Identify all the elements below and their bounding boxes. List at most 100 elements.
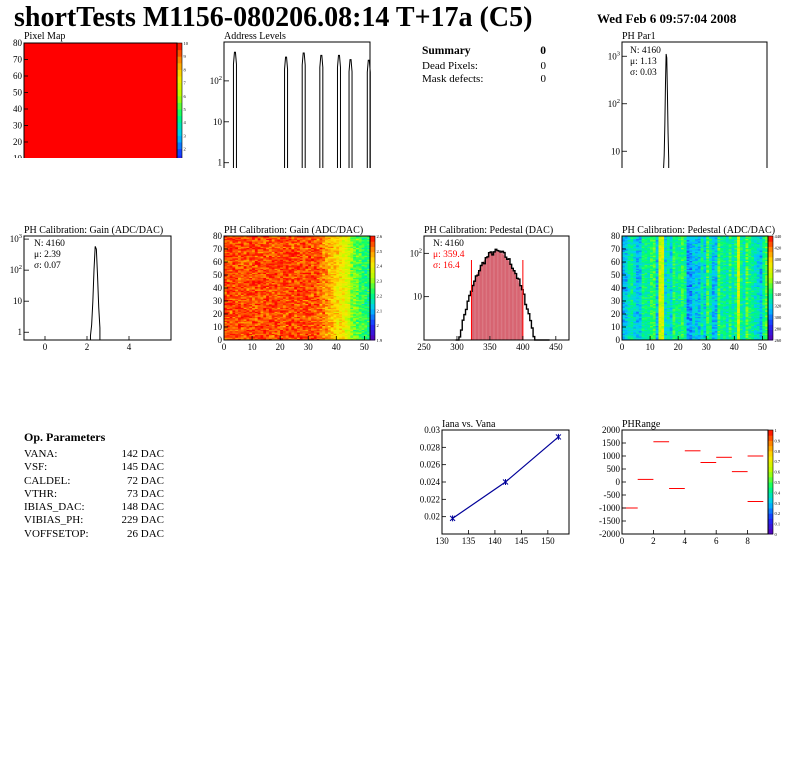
address-level-peak bbox=[232, 51, 237, 168]
gain-map-cell bbox=[285, 278, 289, 281]
gain-map-cell bbox=[291, 294, 295, 297]
gain-map-cell bbox=[271, 317, 275, 320]
gain-map-cell bbox=[327, 260, 331, 263]
pedestal-map-cell bbox=[630, 299, 634, 302]
gain-map-cell bbox=[288, 328, 292, 330]
pedestal-map-cell bbox=[636, 303, 640, 306]
gain-map-cell bbox=[319, 306, 323, 308]
gain-map-cell bbox=[263, 243, 267, 246]
gain-map-cell bbox=[330, 260, 334, 263]
gain-map-cell bbox=[291, 260, 295, 263]
gain-map-cell bbox=[243, 325, 247, 328]
gain-map-cell bbox=[266, 316, 270, 319]
gain-map-cell bbox=[353, 256, 357, 259]
gain-map-colorbar-label: 2.4 bbox=[377, 264, 383, 269]
pedestal-map-cell bbox=[627, 271, 631, 273]
pedestal-map-cell bbox=[633, 281, 637, 284]
gain-map-cell bbox=[358, 265, 362, 268]
gain-map-cell bbox=[235, 304, 239, 307]
gain-map-cell bbox=[271, 249, 275, 251]
gain-map-cell bbox=[325, 327, 329, 329]
gain-map-cell bbox=[344, 278, 348, 281]
gain-map-cell bbox=[330, 236, 334, 238]
gain-hist-y-tick-label: 1 bbox=[18, 327, 23, 337]
pedestal-map-cell bbox=[636, 295, 640, 298]
gain-map-cell bbox=[252, 329, 256, 332]
gain-map-cell bbox=[268, 269, 273, 272]
gain-map-cell bbox=[347, 269, 351, 272]
gain-map-cell bbox=[308, 327, 312, 329]
gain-map-cell bbox=[266, 285, 270, 287]
gain-map-cell bbox=[299, 329, 303, 332]
gain-map-cell bbox=[361, 312, 365, 315]
pedestal-map-cell bbox=[636, 321, 640, 324]
gain-map-cell bbox=[313, 301, 317, 303]
gain-map-cell bbox=[249, 319, 253, 321]
pedestal-map-cell bbox=[627, 281, 631, 284]
gain-map-cell bbox=[313, 251, 317, 254]
pedestal-map-cell bbox=[622, 251, 626, 254]
gain-map-cell bbox=[299, 336, 303, 338]
gain-map-colorbar: 1.922.12.22.32.42.52.6 bbox=[369, 234, 383, 343]
stat-sigma: σ: 0.03 bbox=[630, 68, 657, 78]
gain-map-cell bbox=[316, 328, 320, 330]
gain-map-cell bbox=[274, 333, 278, 336]
gain-map-cell bbox=[313, 295, 317, 298]
gain-map-cell bbox=[226, 269, 230, 272]
gain-map-cell bbox=[333, 280, 337, 282]
gain-map-cell bbox=[229, 250, 233, 252]
gain-map-cell bbox=[235, 334, 239, 337]
gain-map-cell bbox=[336, 250, 340, 252]
gain-map-cell bbox=[271, 319, 275, 321]
gain-map-cell bbox=[305, 239, 309, 242]
gain-map-cell bbox=[243, 304, 247, 307]
gain-map-cell bbox=[305, 238, 309, 241]
gain-map-cell bbox=[249, 298, 253, 300]
gain-map-cell bbox=[246, 263, 250, 265]
gain-map-cell bbox=[260, 249, 264, 251]
gain-map-cell bbox=[246, 307, 250, 310]
pedestal-map-cell bbox=[630, 301, 634, 303]
pedestal-map-cell bbox=[622, 336, 626, 338]
gain-map-cell bbox=[252, 323, 256, 325]
gain-map-cell bbox=[358, 312, 362, 315]
pedestal-map-cell bbox=[624, 314, 628, 316]
gain-hist-stats: N: 4160 μ: 2.39 σ: 0.07 bbox=[34, 239, 65, 271]
gain-map-cell bbox=[364, 314, 368, 316]
pixel-map-y-tick-label: 10 bbox=[13, 154, 23, 159]
gain-map-cell bbox=[240, 271, 244, 273]
gain-map-cell bbox=[226, 247, 230, 250]
gain-map-cell bbox=[353, 276, 357, 278]
gain-map-cell bbox=[282, 284, 287, 286]
gain-map-cell bbox=[336, 256, 340, 259]
gain-map-cell bbox=[266, 297, 270, 299]
pedestal-map-cell bbox=[622, 286, 626, 289]
gain-map-cell bbox=[249, 303, 253, 306]
gain-map-cell bbox=[243, 284, 247, 286]
gain-map-cell bbox=[316, 311, 320, 313]
gain-map-cell bbox=[358, 259, 362, 261]
gain-map-cell bbox=[347, 276, 351, 278]
gain-map-cell bbox=[325, 241, 329, 243]
pedestal-map-cell bbox=[624, 268, 628, 271]
gain-map-cell bbox=[240, 276, 244, 278]
pedestal-map-cell bbox=[630, 293, 634, 295]
pedestal-map-cell bbox=[630, 289, 634, 291]
gain-map-cell bbox=[311, 273, 315, 276]
gain-map-cell bbox=[294, 251, 298, 254]
gain-map-cell bbox=[333, 271, 337, 273]
gain-map-cell bbox=[246, 277, 250, 280]
gain-map-cell bbox=[274, 323, 278, 325]
pedestal-map-cell bbox=[624, 237, 628, 239]
pedestal-map-cell bbox=[622, 238, 626, 241]
gain-map-cell bbox=[266, 333, 270, 336]
gain-map-cell bbox=[297, 312, 301, 315]
gain-map-cell bbox=[274, 307, 278, 310]
gain-map-cell bbox=[327, 263, 331, 265]
gain-map-cell bbox=[313, 334, 317, 337]
gain-map-cell bbox=[238, 265, 242, 268]
gain-map-cell bbox=[341, 332, 346, 334]
gain-map-cell bbox=[316, 289, 320, 291]
gain-map-cell bbox=[235, 275, 239, 277]
pedestal-map-cell bbox=[636, 255, 640, 258]
